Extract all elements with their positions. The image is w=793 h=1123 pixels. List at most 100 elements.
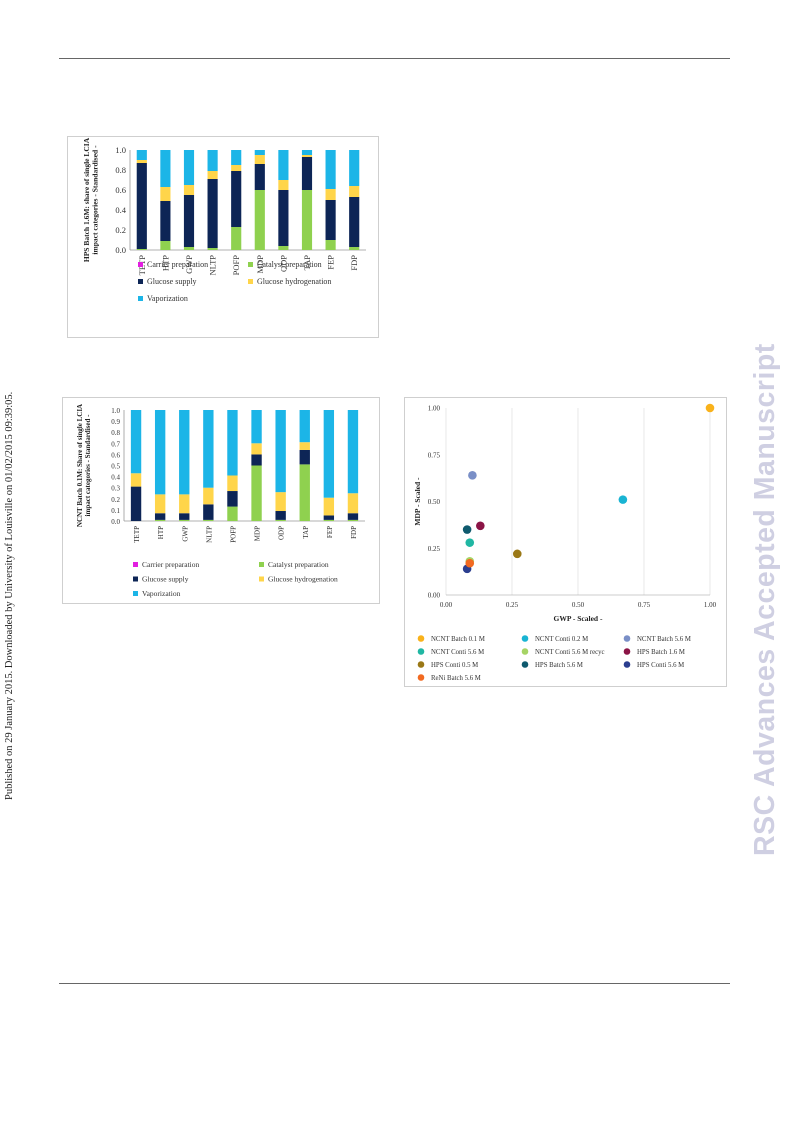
- y-tick-label: 0.4: [115, 205, 126, 215]
- bar-segment: [154, 513, 166, 520]
- ncnt-batch-stacked-bar-chart: 0.0 0.1 0.2 0.3 0.4 0.5 0.6 0.7 0.8 0.9 1.0 NCNT Ba…: [76, 404, 365, 598]
- legend-label: HPS Conti 5.6 M: [637, 662, 684, 669]
- legend-swatch: [259, 576, 264, 582]
- legend-label: HPS Batch 5.6 M: [535, 662, 583, 669]
- bar-segment: [349, 247, 360, 250]
- y-axis-title: NCNT Batch 0.1M: Share of single LCIAimp…: [76, 404, 92, 527]
- scatter-point: [462, 525, 472, 534]
- y-tick-label: 0.2: [115, 225, 126, 235]
- footer-rule: [59, 983, 730, 984]
- x-tick-label: FDP: [350, 526, 358, 539]
- scatter-point: [465, 558, 475, 568]
- legend-label: NCNT Conti 0.2 M: [535, 636, 588, 643]
- bar-segment: [299, 442, 310, 450]
- y-tick-label: 0.75: [428, 451, 441, 459]
- bar-segment: [231, 171, 242, 227]
- legend-marker: [417, 648, 425, 655]
- legend-swatch: [259, 562, 264, 567]
- legend-label: NCNT Conti 5.6 M recyc: [535, 649, 605, 656]
- bar-segment: [179, 519, 190, 521]
- bar-segment: [349, 186, 360, 197]
- bar-segment: [251, 443, 262, 455]
- bar-segment: [227, 410, 238, 476]
- x-tick-label: TETP: [133, 526, 141, 543]
- bar-segment: [136, 150, 147, 160]
- y-axis-title: MDP - Scaled -: [413, 477, 422, 526]
- y-tick-label: 0.25: [428, 545, 441, 553]
- bar-segment: [301, 150, 313, 155]
- y-tick-label: 1.0: [115, 145, 126, 155]
- legend-label: Catalyst preparation: [257, 260, 322, 269]
- legend-marker: [521, 635, 529, 642]
- y-tick-label: 0.4: [111, 474, 120, 482]
- legend-swatch: [133, 576, 138, 582]
- bar-segment: [154, 410, 166, 495]
- y-tick-label: 0.0: [111, 518, 120, 526]
- bar-segment: [299, 464, 310, 521]
- y-tick-label: 1.00: [428, 405, 441, 413]
- bar-segment: [183, 185, 195, 195]
- x-tick-label: TAP: [302, 255, 312, 271]
- x-tick-label: HTP: [157, 526, 165, 539]
- legend-swatch: [248, 279, 253, 284]
- legend-label: Catalyst preparation: [268, 560, 329, 569]
- legend-label: NCNT Batch 5.6 M: [637, 636, 691, 643]
- bar-segment: [160, 187, 171, 201]
- bar-segment: [231, 227, 242, 250]
- scatter-point: [465, 538, 475, 547]
- bar-segment: [154, 519, 166, 521]
- publication-line: Published on 29 January 2015. Downloaded…: [4, 391, 15, 800]
- scatter-point: [705, 403, 715, 413]
- scatter-point: [618, 495, 628, 504]
- legend-label: Glucose hydrogenation: [268, 575, 338, 584]
- watermark: RSC Advances Accepted Manuscript: [749, 343, 781, 856]
- legend-label: Vaporization: [147, 294, 188, 303]
- bar-segment: [325, 150, 336, 189]
- x-tick-label: 0.75: [638, 601, 651, 609]
- x-tick-label: NLTP: [208, 255, 218, 276]
- bar-segment: [136, 160, 147, 163]
- bar-segment: [254, 155, 265, 164]
- gwp-mdp-scatter-chart: 0.00 0.25 0.50 0.75 1.00 0.00 0.25 0.50 0.75 1.00…: [413, 403, 717, 682]
- legend-label: Glucose hydrogenation: [257, 277, 331, 286]
- legend-marker: [623, 635, 631, 642]
- x-tick-label: 0.00: [440, 601, 453, 609]
- y-tick-label: 1.0: [111, 407, 120, 415]
- bar-segment: [183, 247, 195, 250]
- bar-segment: [207, 171, 218, 179]
- legend-marker: [417, 661, 425, 668]
- bar-segment: [254, 164, 265, 190]
- bar-segment: [160, 201, 171, 241]
- y-tick-label: 0.7: [111, 440, 120, 448]
- bar-segment: [278, 150, 289, 180]
- bar-segment: [136, 163, 147, 249]
- x-tick-label: GWP: [181, 526, 189, 542]
- x-tick-label: POFP: [229, 526, 237, 543]
- hps-batch-stacked-bar-chart: 0.0 0.2 0.4 0.6 0.8 1.0 HPS Batch 1.6M: share …: [82, 137, 366, 303]
- bar-segment: [227, 491, 238, 507]
- bar-segment: [278, 246, 289, 250]
- x-tick-label: FEP: [326, 255, 336, 270]
- bar-segment: [347, 519, 359, 521]
- legend-swatch: [133, 591, 138, 596]
- y-tick-label: 0.2: [111, 496, 120, 504]
- y-tick-label: 0.9: [111, 418, 120, 426]
- y-tick-label: 0.5: [111, 463, 120, 471]
- bar-segment: [130, 410, 142, 474]
- ncnt-batch-chart-frame: 0.0 0.1 0.2 0.3 0.4 0.5 0.6 0.7 0.8 0.9 1.0 NCNT Ba…: [62, 397, 380, 604]
- x-axis-title: GWP - Scaled -: [554, 614, 603, 623]
- legend-marker: [417, 635, 425, 642]
- bar-segment: [254, 150, 265, 155]
- bar-segment: [183, 195, 195, 247]
- bar-segment: [323, 497, 335, 516]
- legend-marker: [623, 648, 631, 655]
- x-tick-label: MDP: [254, 526, 262, 541]
- x-tick-label: MDP: [255, 255, 265, 274]
- x-tick-label: FEP: [326, 526, 334, 538]
- legend-marker: [521, 661, 529, 668]
- bar-segment: [130, 473, 142, 487]
- bar-segment: [275, 492, 286, 512]
- y-tick-label: 0.6: [111, 451, 120, 459]
- y-tick-label: 0.1: [111, 507, 120, 515]
- y-tick-label: 0.50: [428, 498, 441, 506]
